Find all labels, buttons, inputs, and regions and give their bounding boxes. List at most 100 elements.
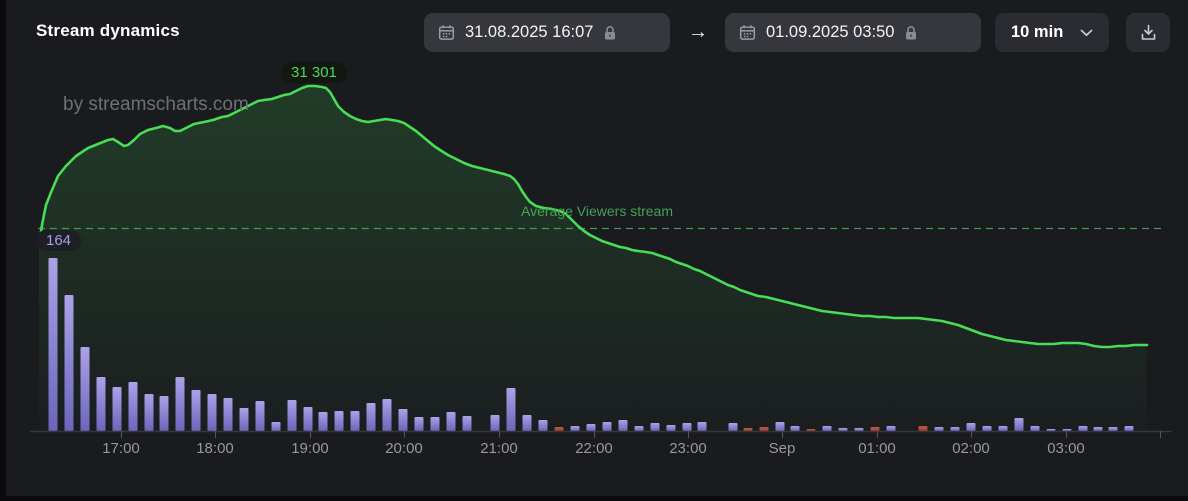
bar[interactable] — [318, 412, 328, 431]
bar[interactable] — [239, 408, 249, 431]
bar[interactable] — [1093, 427, 1103, 431]
x-tick-label: 21:00 — [480, 440, 518, 457]
bar[interactable] — [966, 423, 976, 431]
download-button[interactable] — [1126, 13, 1170, 52]
bar[interactable] — [414, 417, 424, 431]
bar[interactable] — [982, 426, 992, 431]
bar[interactable] — [303, 407, 313, 431]
page-title: Stream dynamics — [36, 21, 180, 40]
x-tick-label: 23:00 — [669, 440, 707, 457]
bar[interactable] — [743, 428, 753, 431]
lock-icon[interactable] — [603, 25, 617, 41]
date-end-value: 01.09.2025 03:50 — [766, 23, 895, 41]
date-range-start-button[interactable]: 31.08.2025 16:07 — [424, 13, 670, 52]
bar[interactable] — [522, 415, 532, 431]
bar[interactable] — [998, 426, 1008, 431]
page-edge-bottom — [0, 496, 1188, 501]
x-tick-label: Sep — [769, 440, 796, 457]
chevron-down-icon — [1080, 29, 1093, 37]
bar[interactable] — [159, 396, 169, 431]
x-tick-label: 18:00 — [196, 440, 234, 457]
bar[interactable] — [822, 426, 832, 431]
bar[interactable] — [918, 426, 928, 431]
chart-header: Stream dynamics 31.08.2025 16:07 — [0, 0, 1188, 56]
page-edge-left — [0, 0, 6, 501]
average-line-label: Average Viewers stream — [521, 203, 673, 219]
bar[interactable] — [790, 426, 800, 431]
bar[interactable] — [334, 411, 344, 431]
interval-select[interactable]: 10 min — [995, 13, 1109, 52]
date-range-end-button[interactable]: 01.09.2025 03:50 — [725, 13, 981, 52]
bar[interactable] — [950, 427, 960, 431]
bar[interactable] — [1108, 427, 1118, 431]
bar[interactable] — [255, 401, 265, 431]
bar[interactable] — [223, 398, 233, 431]
bar[interactable] — [128, 382, 138, 431]
bar[interactable] — [80, 347, 90, 431]
viewers-line — [37, 84, 1149, 349]
bar[interactable] — [650, 423, 660, 431]
x-tick-label: 22:00 — [575, 440, 613, 457]
bar[interactable] — [806, 429, 816, 431]
bar[interactable] — [838, 428, 848, 431]
download-icon — [1139, 23, 1158, 42]
bar[interactable] — [759, 427, 769, 431]
bar[interactable] — [618, 420, 628, 431]
bar[interactable] — [506, 388, 516, 431]
bar[interactable] — [48, 258, 58, 431]
bar[interactable] — [854, 428, 864, 431]
bar[interactable] — [886, 426, 896, 431]
bar[interactable] — [96, 377, 106, 431]
bar[interactable] — [175, 377, 185, 431]
bar[interactable] — [382, 399, 392, 431]
bar[interactable] — [1014, 418, 1024, 431]
bar[interactable] — [682, 423, 692, 431]
bar[interactable] — [398, 409, 408, 431]
bar[interactable] — [570, 426, 580, 431]
lock-icon[interactable] — [904, 25, 918, 41]
bar[interactable] — [934, 427, 944, 431]
bar[interactable] — [462, 416, 472, 431]
bar[interactable] — [634, 426, 644, 431]
bar[interactable] — [112, 387, 122, 431]
bar[interactable] — [271, 422, 281, 431]
x-tick-label: 03:00 — [1047, 440, 1085, 457]
line-area-fill — [39, 86, 1147, 431]
bar[interactable] — [490, 415, 500, 431]
bar[interactable] — [602, 422, 612, 431]
interval-value: 10 min — [1011, 23, 1064, 41]
bar[interactable] — [430, 417, 440, 431]
calendar-icon — [438, 24, 455, 41]
bar[interactable] — [287, 400, 297, 431]
bar[interactable] — [697, 422, 707, 431]
bar[interactable] — [350, 411, 360, 431]
watermark: by streamscharts.com — [63, 94, 249, 115]
x-tick-label: 01:00 — [858, 440, 896, 457]
bar[interactable] — [586, 424, 596, 431]
bar[interactable] — [870, 427, 880, 431]
bar[interactable] — [446, 412, 456, 431]
bar[interactable] — [64, 295, 74, 431]
bar[interactable] — [207, 394, 217, 431]
bar[interactable] — [366, 403, 376, 431]
bar[interactable] — [775, 422, 785, 431]
x-tick-label: 02:00 — [952, 440, 990, 457]
bar[interactable] — [191, 390, 201, 431]
bar[interactable] — [1124, 426, 1134, 431]
bar[interactable] — [1030, 426, 1040, 431]
bar[interactable] — [1046, 429, 1056, 431]
x-tick-label: 17:00 — [102, 440, 140, 457]
bar[interactable] — [144, 394, 154, 431]
x-tick-label: 20:00 — [385, 440, 423, 457]
x-tick-label: 19:00 — [291, 440, 329, 457]
bar[interactable] — [1062, 429, 1072, 431]
bar[interactable] — [666, 425, 676, 431]
bar[interactable] — [728, 423, 738, 431]
line-peak-value-label: 31 301 — [281, 62, 347, 83]
bar[interactable] — [1078, 426, 1088, 431]
bar[interactable] — [538, 420, 548, 431]
bar[interactable] — [554, 427, 564, 431]
bar-series[interactable] — [48, 258, 1134, 431]
